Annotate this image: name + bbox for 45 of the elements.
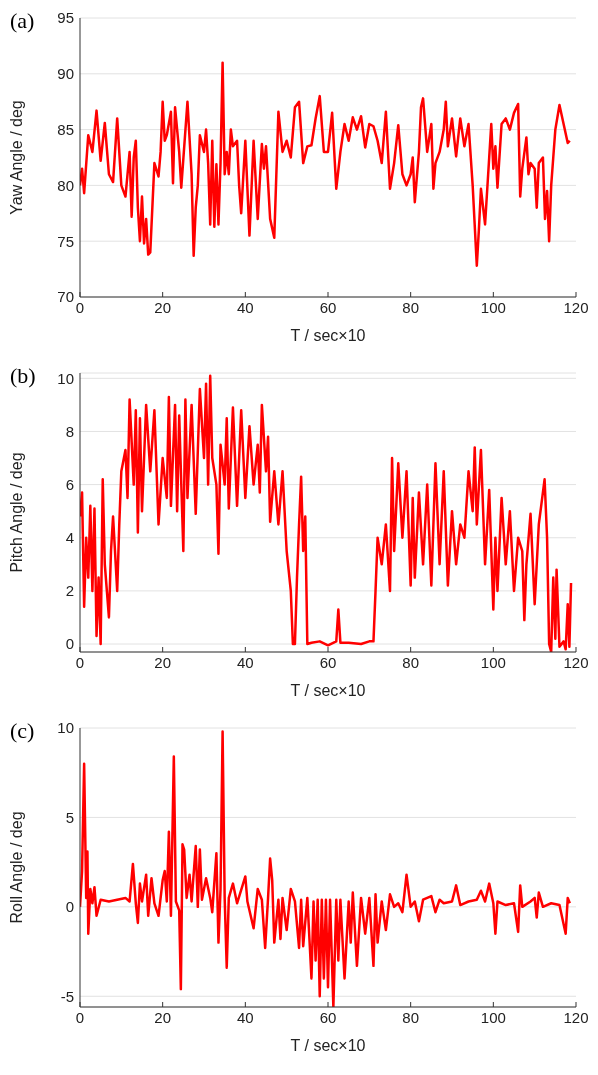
line-series — [80, 374, 573, 652]
x-tick-label: 120 — [563, 298, 589, 316]
x-tick-label: 40 — [236, 298, 254, 316]
y-tick-label: 10 — [57, 369, 74, 387]
y-tick-label: 8 — [65, 422, 74, 440]
x-tick-label: 40 — [236, 1008, 254, 1026]
y-tick-label: 10 — [57, 719, 74, 737]
x-axis-title: T / sec×10 — [290, 682, 366, 699]
y-axis-title: Roll Angle / deg — [7, 811, 25, 924]
x-tick-label: 60 — [319, 653, 337, 671]
x-tick-label: 20 — [154, 1008, 172, 1026]
x-tick-label: 60 — [319, 298, 337, 316]
x-tick-label: 100 — [480, 1008, 506, 1026]
x-tick-label: 60 — [319, 1008, 337, 1026]
chart-title: (a) — [10, 8, 35, 34]
x-tick-label: 100 — [480, 653, 506, 671]
y-tick-label: 0 — [65, 635, 74, 653]
x-tick-label: 100 — [480, 298, 506, 316]
y-tick-label: 0 — [65, 898, 74, 916]
y-tick-label: 90 — [57, 65, 74, 83]
y-tick-label: -5 — [60, 987, 74, 1005]
y-tick-label: 5 — [65, 808, 74, 826]
x-tick-label: 20 — [154, 298, 172, 316]
x-tick-label: 80 — [402, 1008, 420, 1026]
x-tick-label: 20 — [154, 653, 172, 671]
y-axis-title: Yaw Angle / deg — [7, 100, 25, 215]
x-tick-label: 80 — [402, 298, 420, 316]
x-axis-title: T / sec×10 — [290, 327, 366, 344]
line-series — [80, 61, 572, 267]
y-tick-label: 75 — [57, 232, 74, 250]
y-tick-label: 4 — [65, 529, 74, 547]
y-tick-label: 95 — [57, 9, 74, 27]
x-tick-label: 120 — [563, 653, 589, 671]
y-axis-title: Pitch Angle / deg — [7, 452, 25, 573]
chart-title: (b) — [10, 363, 36, 389]
y-tick-label: 6 — [65, 475, 74, 493]
y-tick-label: 70 — [57, 288, 74, 306]
y-tick-label: 80 — [57, 176, 74, 194]
x-tick-label: 80 — [402, 653, 420, 671]
x-tick-label: 40 — [236, 653, 254, 671]
y-tick-label: 85 — [57, 120, 74, 138]
y-tick-label: 2 — [65, 582, 74, 600]
x-axis-title: T / sec×10 — [290, 1037, 366, 1054]
chart-title: (c) — [10, 718, 35, 744]
x-tick-label: 120 — [563, 1008, 589, 1026]
